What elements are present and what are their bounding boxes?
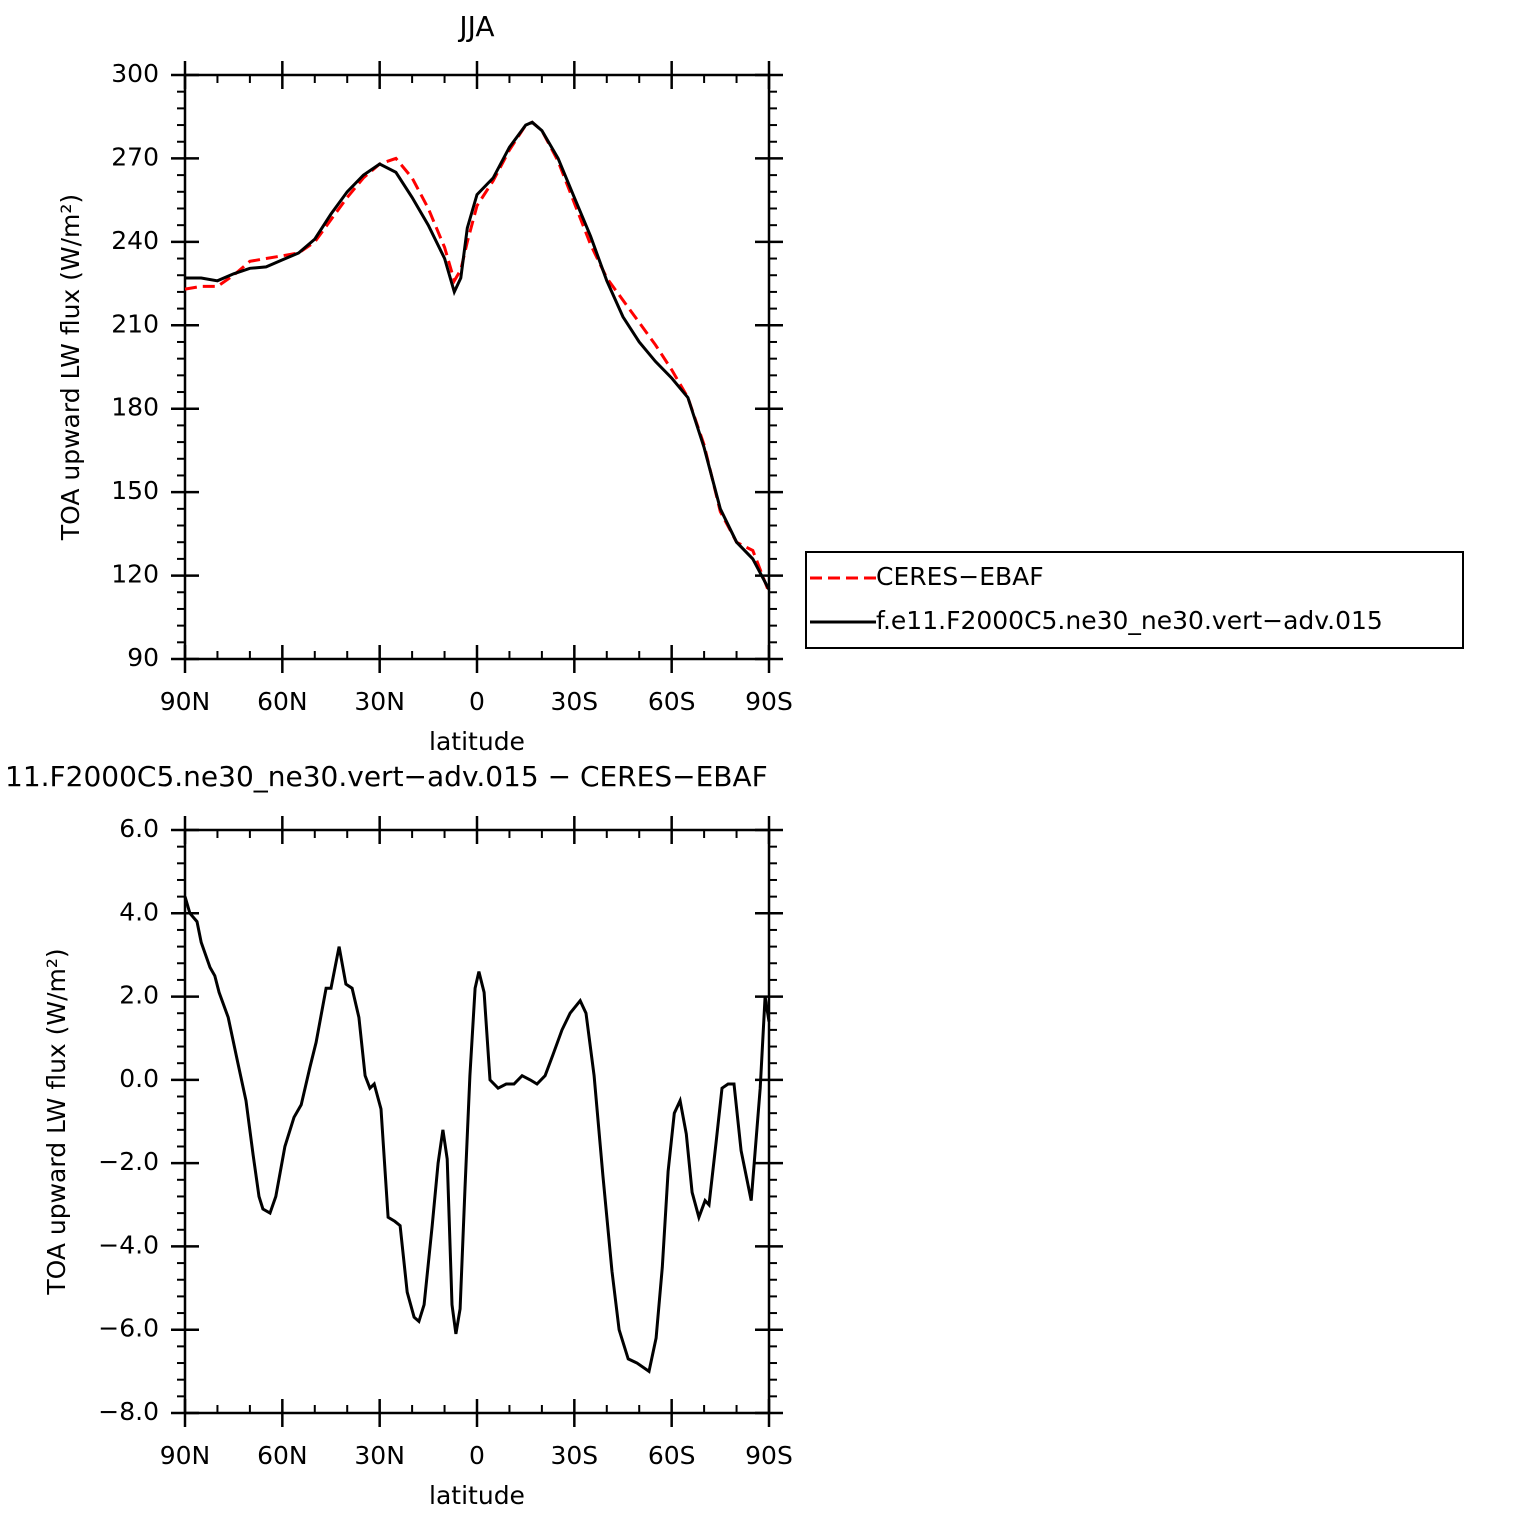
legend-box (805, 551, 1464, 649)
plot-frame (183, 73, 771, 661)
x-tick-label: 0 (469, 1441, 485, 1470)
x-tick-label: 90S (745, 1441, 793, 1470)
y-tick-label: 180 (111, 393, 159, 422)
line-series (184, 120, 771, 593)
y-tick-label: −8.0 (98, 1397, 159, 1426)
y-tick-label: −2.0 (98, 1147, 159, 1176)
legend-label: CERES−EBAF (876, 562, 1044, 591)
y-tick-label: −6.0 (98, 1314, 159, 1343)
y-tick-label: −4.0 (98, 1230, 159, 1259)
y-tick-label: 240 (111, 226, 159, 255)
y-tick-label: 0.0 (119, 1064, 159, 1093)
x-tick-label: 90S (745, 687, 793, 716)
y-tick-label: 90 (127, 643, 159, 672)
x-tick-label: 30N (354, 1441, 405, 1470)
chart-title: 11.F2000C5.ne30_ne30.vert−adv.015 − CERE… (5, 760, 768, 793)
x-tick-label: 60S (648, 687, 696, 716)
y-axis-label: TOA upward LW flux (W/m²) (42, 948, 71, 1295)
y-tick-label: 2.0 (119, 981, 159, 1010)
y-tick-label: 270 (111, 142, 159, 171)
y-tick-label: 6.0 (119, 814, 159, 843)
y-tick-label: 300 (111, 59, 159, 88)
x-tick-label: 60N (257, 687, 308, 716)
x-tick-label: 30S (550, 687, 598, 716)
x-axis-label: latitude (429, 1481, 525, 1510)
chart-title: JJA (457, 10, 494, 43)
y-tick-label: 150 (111, 476, 159, 505)
y-axis-label: TOA upward LW flux (W/m²) (56, 194, 85, 541)
legend-label: f.e11.F2000C5.ne30_ne30.vert−adv.015 (876, 606, 1383, 635)
x-tick-label: 60N (257, 1441, 308, 1470)
plot-frame (183, 828, 771, 1415)
x-tick-label: 30N (354, 687, 405, 716)
x-tick-label: 30S (550, 1441, 598, 1470)
x-tick-label: 0 (469, 687, 485, 716)
x-tick-label: 90N (160, 1441, 211, 1470)
line-series (183, 896, 771, 1374)
x-axis-label: latitude (429, 727, 525, 756)
x-tick-label: 90N (160, 687, 211, 716)
y-tick-label: 4.0 (119, 897, 159, 926)
x-tick-label: 60S (648, 1441, 696, 1470)
line-series (185, 120, 771, 591)
y-tick-label: 210 (111, 309, 159, 338)
y-tick-label: 120 (111, 560, 159, 589)
